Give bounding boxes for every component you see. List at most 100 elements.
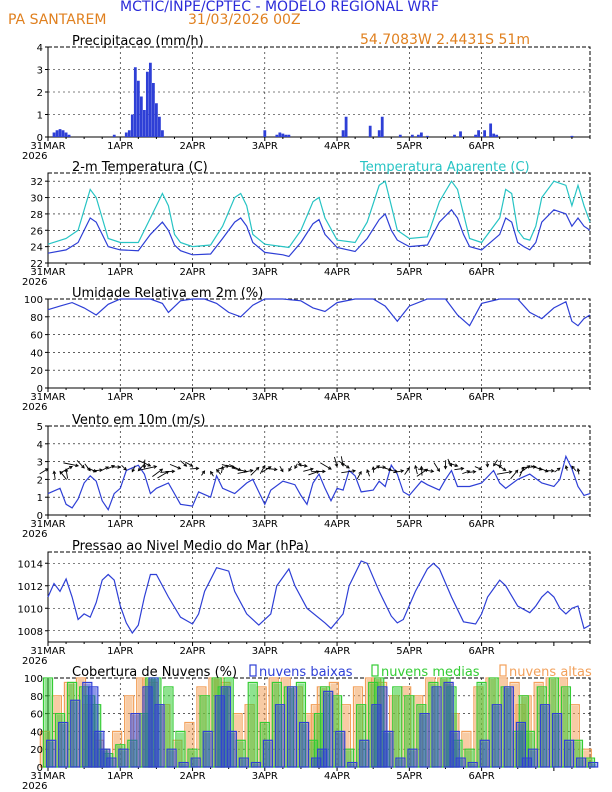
series-line	[47, 454, 591, 512]
cloud-bar-fill	[315, 714, 323, 767]
wind-arrow	[388, 469, 398, 473]
precip-bar	[341, 130, 345, 137]
x-tick-label: 6APR	[469, 392, 495, 403]
precip-bar	[278, 132, 282, 137]
x-tick-label: 1APR	[107, 519, 133, 530]
wind-arrow-head	[436, 468, 440, 472]
wind-arrow-head	[93, 469, 98, 473]
wind-arrow-head	[44, 468, 49, 472]
x-tick-label: 5APR	[396, 392, 422, 403]
precip-bar	[151, 83, 155, 137]
y-tick-label: 60	[30, 710, 43, 721]
x-tick-label: 5APR	[396, 141, 422, 152]
x-tick-label: 5APR	[396, 267, 422, 278]
panel-temp	[45, 172, 591, 267]
wind-arrow-head	[262, 464, 266, 469]
wind-arrow-head	[322, 469, 326, 474]
wind-arrow	[447, 462, 458, 467]
precip-bar	[419, 132, 423, 137]
y-tick-label: 1012	[18, 582, 43, 593]
x-tick-label: 31MAR	[30, 392, 65, 403]
x-tick-label: 1APR	[107, 392, 133, 403]
cloud-bar-fill	[185, 723, 193, 767]
legend-label: nuvens medias	[381, 665, 480, 680]
x-year-label: 2026	[22, 781, 47, 792]
cloud-bar-fill	[156, 705, 164, 767]
y-tick-label: 3	[37, 458, 43, 469]
figure-title: MCTIC/INPE/CPTEC - MODELO REGIONAL WRF	[120, 0, 439, 15]
wind-arrow	[341, 470, 356, 474]
panel-frame	[47, 172, 591, 264]
y-tick-label: 24	[30, 243, 43, 254]
wind-arrow-head	[171, 469, 176, 474]
wind-arrow	[519, 465, 531, 474]
cloud-bar-fill	[312, 759, 320, 767]
cloud-bar-fill	[89, 687, 97, 767]
cloud-bar-fill	[336, 732, 344, 767]
wind-arrow-head	[280, 468, 284, 473]
cloud-bar-fill	[125, 696, 133, 767]
cloud-bar-fill	[523, 759, 531, 767]
wind-arrow	[467, 471, 476, 473]
x-tick-label: 2APR	[179, 392, 205, 403]
wind-arrow-head	[443, 465, 448, 470]
wind-arrow	[356, 471, 362, 480]
wind-arrow	[138, 460, 151, 467]
precip-bar	[130, 114, 134, 137]
wind-arrow	[462, 470, 470, 475]
x-tick-label: 6APR	[469, 646, 495, 657]
precip-bar	[52, 132, 56, 137]
wind-arrow	[169, 463, 181, 470]
x-tick-label: 6APR	[469, 267, 495, 278]
wind-arrow	[366, 469, 370, 477]
cloud-bar-fill	[372, 705, 380, 767]
y-tick-label: 2	[37, 475, 43, 486]
precip-bar	[284, 134, 288, 137]
wind-arrow	[510, 469, 519, 480]
wind-arrow	[216, 469, 222, 475]
cloud-bar-fill	[478, 683, 486, 767]
wind-arrow	[101, 466, 109, 471]
y-tick-label: 0	[37, 511, 43, 522]
wind-arrow-head	[478, 466, 483, 471]
x-tick-label: 4APR	[324, 267, 350, 278]
cloud-bar-fill	[517, 723, 525, 767]
wind-arrow	[577, 468, 580, 475]
cloud-bar-fill	[240, 759, 248, 767]
cloud-bar-fill	[150, 679, 158, 767]
x-tick-label: 3APR	[252, 646, 278, 657]
wind-arrow	[497, 471, 512, 475]
precip-bar	[477, 130, 480, 137]
cloud-bar-fill	[192, 759, 200, 767]
precip-bar	[158, 116, 161, 137]
x-tick-label: 3APR	[252, 392, 278, 403]
legend-swatch	[371, 664, 379, 677]
panel-title: Cobertura de Nuvens (%)	[72, 665, 237, 680]
precip-bar	[124, 132, 128, 137]
y-tick-label: 1	[37, 111, 43, 122]
wind-arrow-head	[309, 467, 314, 472]
y-tick-label: 28	[30, 210, 43, 221]
y-tick-label: 26	[30, 226, 43, 237]
cloud-bar-fill	[393, 687, 401, 767]
y-tick-label: 32	[30, 177, 43, 188]
wind-arrow-head	[288, 467, 292, 472]
cloud-bar-fill	[168, 750, 176, 767]
panel-frame	[47, 298, 591, 389]
wind-arrow-head	[131, 468, 135, 473]
wind-arrow	[63, 462, 79, 467]
x-tick-label: 4APR	[324, 141, 350, 152]
wind-arrow-head	[564, 465, 569, 469]
x-tick-label: 4APR	[324, 646, 350, 657]
cloud-bar-fill	[44, 679, 52, 767]
precip-bar	[459, 131, 462, 137]
y-tick-label: 30	[30, 194, 43, 205]
precip-bar	[380, 116, 384, 137]
precip-bar	[58, 129, 62, 137]
wind-arrow	[185, 461, 193, 467]
legend-apparent-temp: Temperatura Aparente (C)	[359, 160, 530, 175]
x-tick-label: 31MAR	[30, 646, 65, 657]
y-tick-label: 0	[37, 763, 43, 774]
cloud-bar-fill	[288, 687, 296, 767]
